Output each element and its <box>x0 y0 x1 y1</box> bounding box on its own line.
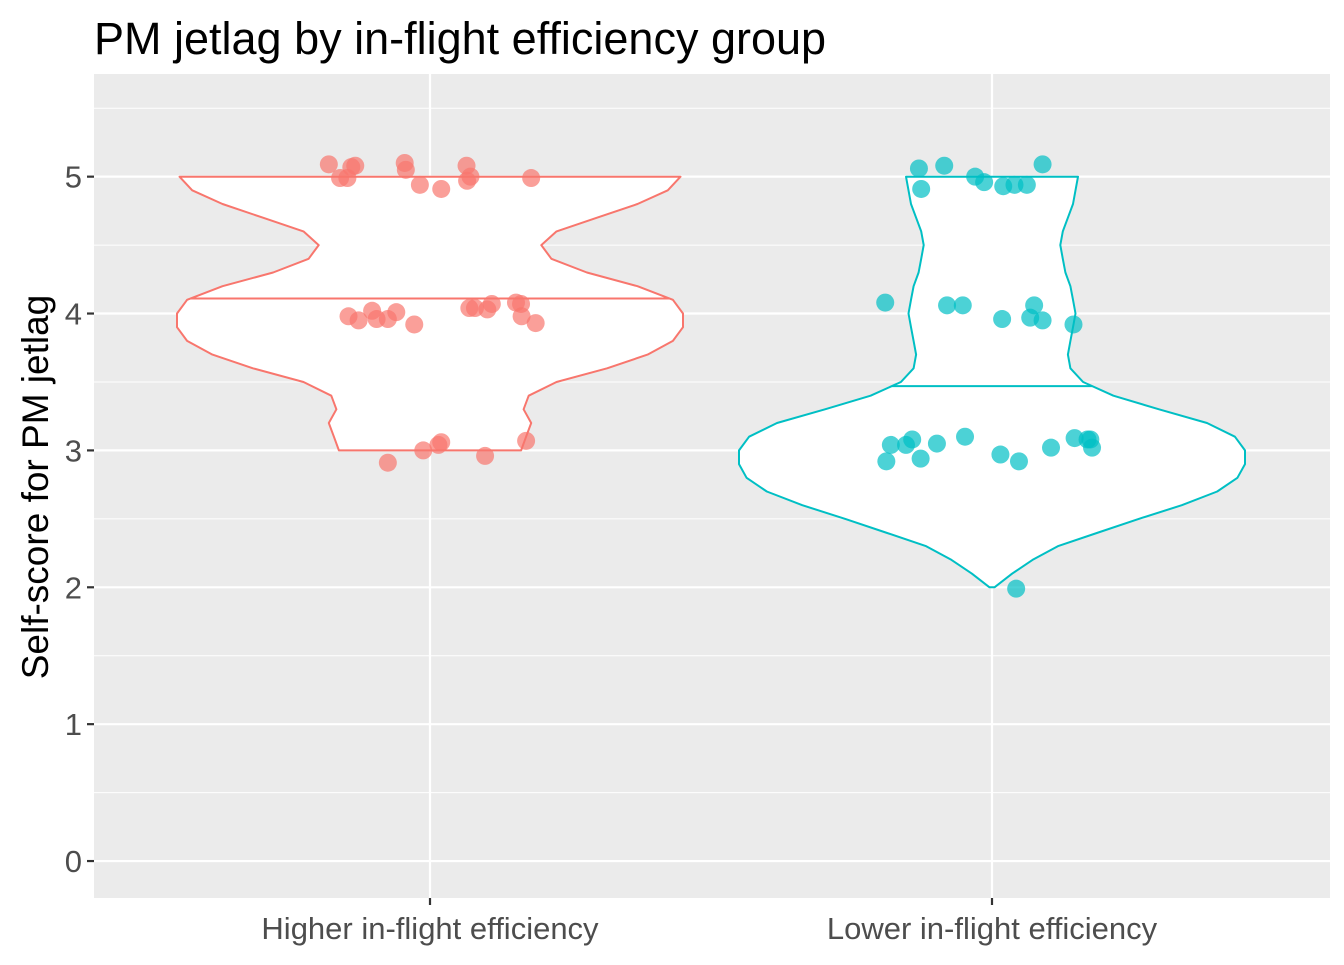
violin-shape <box>176 175 684 452</box>
data-point <box>1033 311 1052 330</box>
data-point <box>346 156 365 175</box>
y-axis-title: Self-score for PM jetlag <box>15 295 56 680</box>
data-point <box>378 453 397 472</box>
data-point <box>1017 175 1036 194</box>
data-point <box>1064 315 1083 334</box>
data-point <box>512 307 531 326</box>
data-point <box>405 315 424 334</box>
data-point <box>517 431 536 450</box>
data-point <box>319 155 338 174</box>
y-tick-label: 2 <box>65 570 82 605</box>
data-point <box>993 310 1012 329</box>
data-point <box>938 296 957 315</box>
data-point <box>482 294 501 313</box>
data-point <box>909 159 928 178</box>
data-point <box>414 441 433 460</box>
x-tick-label: Higher in-flight efficiency <box>261 911 599 946</box>
data-point <box>1007 579 1026 598</box>
data-point <box>396 160 415 179</box>
data-point <box>1009 452 1028 471</box>
data-point <box>1042 438 1061 457</box>
jitter-points <box>319 153 1102 598</box>
data-point <box>1025 296 1044 315</box>
data-point <box>349 311 368 330</box>
y-tick-label: 4 <box>65 297 82 332</box>
data-point <box>432 179 451 198</box>
data-point <box>876 293 895 312</box>
data-point <box>935 156 954 175</box>
data-point <box>1005 175 1024 194</box>
x-tick-label: Lower in-flight efficiency <box>827 911 1158 946</box>
data-point <box>387 303 406 322</box>
violin-shape <box>738 175 1246 589</box>
data-point <box>877 452 896 471</box>
data-point <box>881 435 900 454</box>
y-tick-label: 5 <box>65 160 82 195</box>
data-point <box>953 296 972 315</box>
data-point <box>1083 438 1102 457</box>
data-point <box>476 446 495 465</box>
y-tick-label: 3 <box>65 433 82 468</box>
chart-title: PM jetlag by in-flight efficiency group <box>94 13 826 64</box>
data-point <box>975 173 994 192</box>
axes: 0 1 2 3 4 5 Higher in-flight efficiency Lower i… <box>65 160 1158 946</box>
data-point <box>956 427 975 446</box>
data-point <box>903 430 922 449</box>
data-point <box>410 175 429 194</box>
data-point <box>991 445 1010 464</box>
y-tick-label: 1 <box>65 707 82 742</box>
data-point <box>911 449 930 468</box>
data-point <box>522 169 541 188</box>
data-point <box>461 167 480 186</box>
data-point <box>1033 155 1052 174</box>
violins <box>176 175 1246 589</box>
data-point <box>927 434 946 453</box>
data-point <box>432 433 451 452</box>
y-tick-label: 0 <box>65 844 82 879</box>
data-point <box>912 179 931 198</box>
data-point <box>526 314 545 333</box>
